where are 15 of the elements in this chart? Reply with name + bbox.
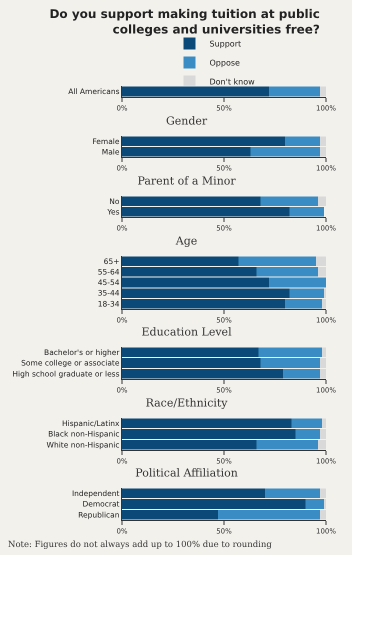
chart-title: Do you support making tuition at public colleges and universities free? xyxy=(49,7,320,37)
bar xyxy=(318,196,326,206)
bar xyxy=(268,86,320,96)
bar xyxy=(122,86,269,96)
bar xyxy=(320,86,326,96)
chart-title: Age xyxy=(174,234,198,248)
legend-label: Oppose xyxy=(210,58,240,68)
text: Note: Figures do not always add up to 100% due to rounding xyxy=(8,540,272,550)
chart-title: Race/Ethnicity xyxy=(146,396,228,410)
chart-title: Parent of a Minor xyxy=(137,174,236,188)
legend-label: Support xyxy=(210,40,242,49)
chart-title: Education Level xyxy=(142,326,232,339)
legend-label: Don't know xyxy=(210,78,256,87)
chart-title: Political Affiliation xyxy=(135,466,238,480)
chart-title: Gender xyxy=(166,114,208,128)
